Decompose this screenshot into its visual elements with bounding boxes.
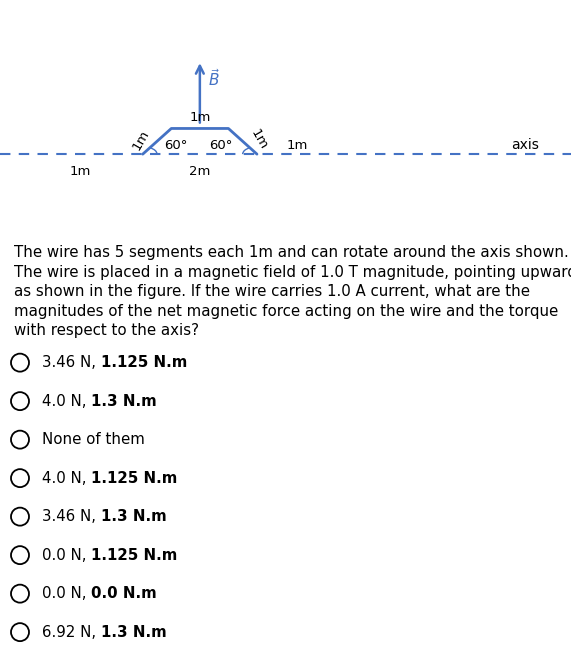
Text: 2m: 2m <box>189 166 211 178</box>
Text: 0.0 N,: 0.0 N, <box>42 548 91 562</box>
Text: 1m: 1m <box>286 139 308 152</box>
Text: 1.125 N.m: 1.125 N.m <box>91 471 178 486</box>
Text: 1.3 N.m: 1.3 N.m <box>100 509 167 524</box>
Text: 1.125 N.m: 1.125 N.m <box>91 548 178 562</box>
Text: axis: axis <box>512 138 539 152</box>
Text: 60°: 60° <box>210 139 233 152</box>
Text: 4.0 N,: 4.0 N, <box>42 393 91 409</box>
Text: 1.3 N.m: 1.3 N.m <box>101 625 167 640</box>
Text: 1m: 1m <box>130 128 152 152</box>
Text: 3.46 N,: 3.46 N, <box>42 355 100 370</box>
Text: as shown in the figure. If the wire carries 1.0 A current, what are the: as shown in the figure. If the wire carr… <box>14 284 530 299</box>
Text: $\vec{B}$: $\vec{B}$ <box>208 67 221 89</box>
Text: 4.0 N,: 4.0 N, <box>42 471 91 486</box>
Text: 0.0 N,: 0.0 N, <box>42 586 91 601</box>
Text: 1m: 1m <box>248 128 270 152</box>
Text: 1.3 N.m: 1.3 N.m <box>91 393 157 409</box>
Text: magnitudes of the net magnetic force acting on the wire and the torque: magnitudes of the net magnetic force act… <box>14 304 558 319</box>
Text: with respect to the axis?: with respect to the axis? <box>14 323 199 338</box>
Text: 60°: 60° <box>164 139 188 152</box>
Text: None of them: None of them <box>42 432 145 447</box>
Text: The wire has 5 segments each 1m and can rotate around the axis shown.: The wire has 5 segments each 1m and can … <box>14 245 569 260</box>
Text: 6.92 N,: 6.92 N, <box>42 625 101 640</box>
Text: 1m: 1m <box>69 166 91 178</box>
Text: 3.46 N,: 3.46 N, <box>42 509 100 524</box>
Text: 0.0 N.m: 0.0 N.m <box>91 586 157 601</box>
Text: 1.125 N.m: 1.125 N.m <box>100 355 187 370</box>
Text: 1m: 1m <box>189 111 211 124</box>
Text: The wire is placed in a magnetic field of 1.0 T magnitude, pointing upward: The wire is placed in a magnetic field o… <box>14 265 571 280</box>
